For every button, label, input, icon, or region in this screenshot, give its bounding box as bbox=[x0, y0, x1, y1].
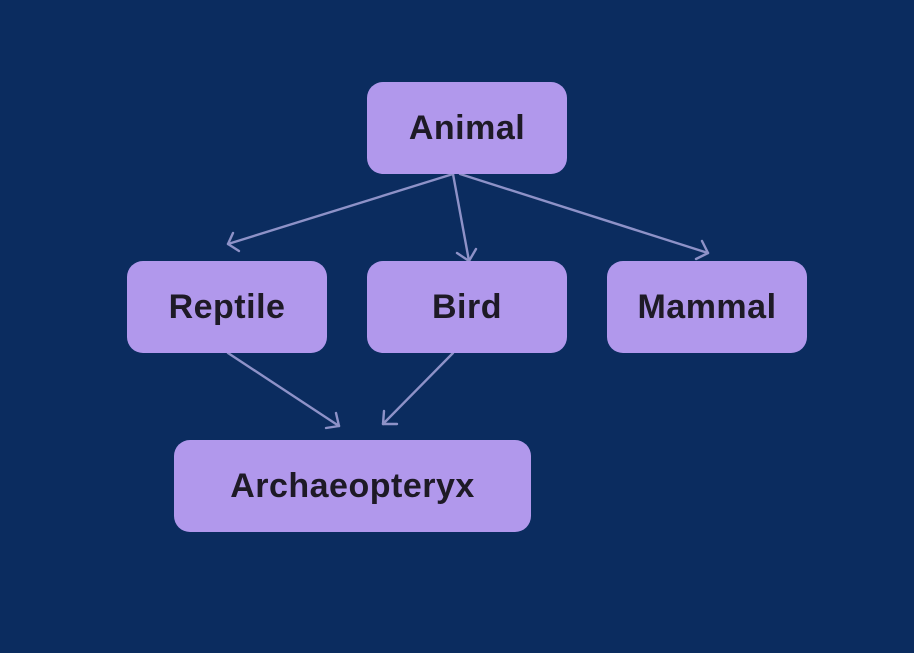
edge-bird-archaeopteryx-line bbox=[381, 351, 455, 426]
node-bird-label: Bird bbox=[432, 287, 502, 326]
node-mammal[interactable]: Mammal bbox=[607, 261, 807, 353]
edge-bird-archaeopteryx-arrowhead bbox=[381, 409, 399, 426]
edge-animal-reptile-arrowhead bbox=[226, 231, 241, 253]
edge-animal-mammal-line bbox=[458, 172, 710, 255]
edge-reptile-archaeopteryx-arrowhead bbox=[324, 411, 341, 430]
node-animal-label: Animal bbox=[408, 108, 526, 147]
node-mammal-label: Mammal bbox=[637, 287, 777, 326]
node-archaeopteryx-label: Archaeopteryx bbox=[230, 466, 475, 505]
edge-animal-bird-line bbox=[451, 172, 471, 263]
edge-reptile-archaeopteryx bbox=[226, 351, 341, 430]
edge-animal-bird bbox=[451, 172, 478, 263]
edge-animal-reptile-line bbox=[226, 172, 455, 246]
edge-animal-mammal-arrowhead bbox=[694, 239, 710, 261]
edge-animal-reptile bbox=[226, 172, 455, 253]
node-archaeopteryx[interactable]: Archaeopteryx bbox=[174, 440, 531, 532]
node-animal[interactable]: Animal bbox=[367, 82, 567, 174]
edge-animal-mammal bbox=[458, 172, 710, 261]
edge-reptile-archaeopteryx-line bbox=[226, 351, 341, 428]
node-reptile[interactable]: Reptile bbox=[127, 261, 327, 353]
node-reptile-label: Reptile bbox=[168, 287, 286, 326]
node-bird[interactable]: Bird bbox=[367, 261, 567, 353]
edge-bird-archaeopteryx bbox=[381, 351, 455, 426]
